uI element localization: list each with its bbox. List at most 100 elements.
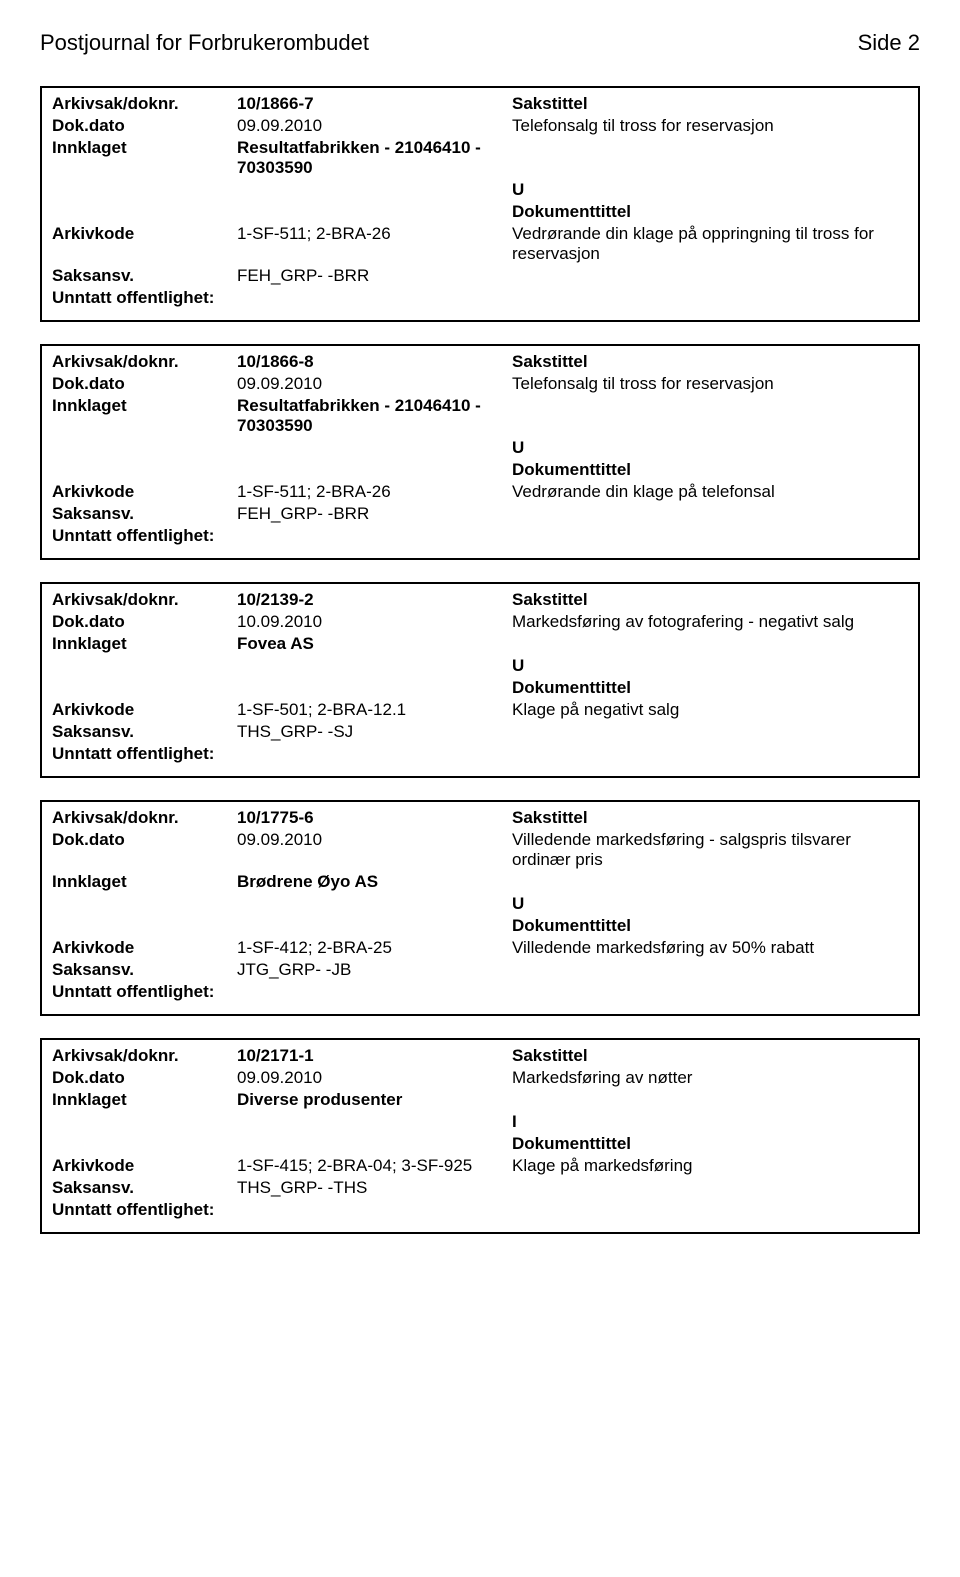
label-dokdato: Dok.dato <box>52 612 237 632</box>
value-doknr: 10/2139-2 <box>237 590 512 610</box>
label-innklaget: Innklaget <box>52 872 237 892</box>
label-saksansv: Saksansv. <box>52 504 237 524</box>
label-dokdato: Dok.dato <box>52 116 237 136</box>
label-sakstittel: Sakstittel <box>512 94 908 114</box>
label-arkivkode: Arkivkode <box>52 700 237 720</box>
value-doknr: 10/1775-6 <box>237 808 512 828</box>
label-dokdato: Dok.dato <box>52 830 237 850</box>
row-doktittel-label: Dokumenttittel <box>52 460 908 480</box>
row-unntatt: Unntatt offentlighet: <box>52 288 908 308</box>
row-letter: U <box>52 438 908 458</box>
value-saksansv: THS_GRP- -THS <box>237 1178 512 1198</box>
label-innklaget: Innklaget <box>52 396 237 416</box>
label-arkivsak: Arkivsak/doknr. <box>52 94 237 114</box>
row-arkivkode: Arkivkode1-SF-501; 2-BRA-12.1Klage på ne… <box>52 700 908 720</box>
label-dokumenttittel: Dokumenttittel <box>512 202 908 222</box>
row-letter: U <box>52 180 908 200</box>
label-unntatt: Unntatt offentlighet: <box>52 982 214 1002</box>
value-saksansv: THS_GRP- -SJ <box>237 722 512 742</box>
label-dokdato: Dok.dato <box>52 374 237 394</box>
page-header: Postjournal for Forbrukerombudet Side 2 <box>40 30 920 56</box>
value-sakstittel: Villedende markedsføring - salgspris til… <box>512 830 908 870</box>
label-arkivkode: Arkivkode <box>52 1156 237 1176</box>
journal-entry: Arkivsak/doknr.10/1866-8SakstittelDok.da… <box>40 344 920 560</box>
value-saksansv: FEH_GRP- -BRR <box>237 266 512 286</box>
value-letter: U <box>512 894 908 914</box>
row-doktittel-label: Dokumenttittel <box>52 1134 908 1154</box>
value-innklaget: Diverse produsenter <box>237 1090 512 1110</box>
row-innklaget: InnklagetBrødrene Øyo AS <box>52 872 908 892</box>
row-dokdato: Dok.dato09.09.2010Villedende markedsføri… <box>52 830 908 870</box>
row-saksansv: Saksansv.THS_GRP- -THS <box>52 1178 908 1198</box>
side-number: 2 <box>908 30 920 55</box>
label-unntatt: Unntatt offentlighet: <box>52 744 214 764</box>
label-innklaget: Innklaget <box>52 138 237 158</box>
value-dato: 09.09.2010 <box>237 116 512 136</box>
row-arkivsak: Arkivsak/doknr.10/1775-6Sakstittel <box>52 808 908 828</box>
page-number: Side 2 <box>858 30 920 56</box>
row-unntatt: Unntatt offentlighet: <box>52 526 908 546</box>
row-innklaget: InnklagetDiverse produsenter <box>52 1090 908 1110</box>
value-sakstittel: Telefonsalg til tross for reservasjon <box>512 116 908 136</box>
label-sakstittel: Sakstittel <box>512 590 908 610</box>
value-doktekst: Klage på markedsføring <box>512 1156 908 1176</box>
side-label: Side <box>858 30 902 55</box>
row-innklaget: InnklagetResultatfabrikken - 21046410 - … <box>52 396 908 436</box>
label-arkivsak: Arkivsak/doknr. <box>52 352 237 372</box>
row-letter: I <box>52 1112 908 1132</box>
value-saksansv: FEH_GRP- -BRR <box>237 504 512 524</box>
label-arkivkode: Arkivkode <box>52 224 237 244</box>
label-arkivkode: Arkivkode <box>52 482 237 502</box>
row-unntatt: Unntatt offentlighet: <box>52 744 908 764</box>
value-sakstittel: Telefonsalg til tross for reservasjon <box>512 374 908 394</box>
row-arkivsak: Arkivsak/doknr.10/2139-2Sakstittel <box>52 590 908 610</box>
label-arkivsak: Arkivsak/doknr. <box>52 590 237 610</box>
label-sakstittel: Sakstittel <box>512 352 908 372</box>
row-arkivsak: Arkivsak/doknr.10/1866-8Sakstittel <box>52 352 908 372</box>
row-arkivkode: Arkivkode1-SF-511; 2-BRA-26Vedrørande di… <box>52 224 908 264</box>
value-innklaget: Brødrene Øyo AS <box>237 872 512 892</box>
value-doknr: 10/2171-1 <box>237 1046 512 1066</box>
row-arkivsak: Arkivsak/doknr.10/2171-1Sakstittel <box>52 1046 908 1066</box>
value-arkivkode: 1-SF-415; 2-BRA-04; 3-SF-925 <box>237 1156 512 1176</box>
value-innklaget: Resultatfabrikken - 21046410 - 70303590 <box>237 138 512 178</box>
value-arkivkode: 1-SF-511; 2-BRA-26 <box>237 482 512 502</box>
label-dokumenttittel: Dokumenttittel <box>512 1134 908 1154</box>
label-arkivsak: Arkivsak/doknr. <box>52 808 237 828</box>
journal-entry: Arkivsak/doknr.10/1866-7SakstittelDok.da… <box>40 86 920 322</box>
row-letter: U <box>52 894 908 914</box>
page-container: Postjournal for Forbrukerombudet Side 2 … <box>0 0 960 1296</box>
label-dokumenttittel: Dokumenttittel <box>512 916 908 936</box>
value-dato: 09.09.2010 <box>237 374 512 394</box>
row-dokdato: Dok.dato10.09.2010Markedsføring av fotog… <box>52 612 908 632</box>
value-dato: 09.09.2010 <box>237 830 512 850</box>
row-arkivkode: Arkivkode1-SF-415; 2-BRA-04; 3-SF-925Kla… <box>52 1156 908 1176</box>
value-doktekst: Klage på negativt salg <box>512 700 908 720</box>
row-doktittel-label: Dokumenttittel <box>52 916 908 936</box>
journal-entry: Arkivsak/doknr.10/1775-6SakstittelDok.da… <box>40 800 920 1016</box>
row-arkivkode: Arkivkode1-SF-412; 2-BRA-25Villedende ma… <box>52 938 908 958</box>
value-letter: U <box>512 180 908 200</box>
row-unntatt: Unntatt offentlighet: <box>52 1200 908 1220</box>
value-arkivkode: 1-SF-511; 2-BRA-26 <box>237 224 512 244</box>
row-saksansv: Saksansv.THS_GRP- -SJ <box>52 722 908 742</box>
value-doknr: 10/1866-8 <box>237 352 512 372</box>
journal-entry: Arkivsak/doknr.10/2171-1SakstittelDok.da… <box>40 1038 920 1234</box>
value-arkivkode: 1-SF-412; 2-BRA-25 <box>237 938 512 958</box>
value-letter: U <box>512 438 908 458</box>
value-arkivkode: 1-SF-501; 2-BRA-12.1 <box>237 700 512 720</box>
label-saksansv: Saksansv. <box>52 266 237 286</box>
row-doktittel-label: Dokumenttittel <box>52 202 908 222</box>
label-unntatt: Unntatt offentlighet: <box>52 1200 214 1220</box>
value-doktekst: Villedende markedsføring av 50% rabatt <box>512 938 908 958</box>
value-letter: I <box>512 1112 908 1132</box>
value-dato: 10.09.2010 <box>237 612 512 632</box>
row-innklaget: InnklagetFovea AS <box>52 634 908 654</box>
row-dokdato: Dok.dato09.09.2010Telefonsalg til tross … <box>52 374 908 394</box>
label-sakstittel: Sakstittel <box>512 1046 908 1066</box>
row-innklaget: InnklagetResultatfabrikken - 21046410 - … <box>52 138 908 178</box>
label-arkivkode: Arkivkode <box>52 938 237 958</box>
value-dato: 09.09.2010 <box>237 1068 512 1088</box>
label-dokdato: Dok.dato <box>52 1068 237 1088</box>
label-innklaget: Innklaget <box>52 634 237 654</box>
